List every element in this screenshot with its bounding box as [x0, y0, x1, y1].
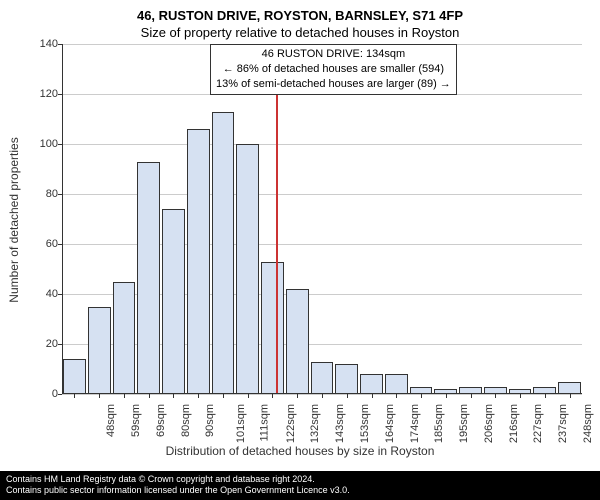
x-tick-label: 59sqm — [130, 404, 142, 437]
x-tick-label: 237sqm — [557, 404, 569, 443]
annotation-line: 46 RUSTON DRIVE: 134sqm — [216, 47, 451, 62]
chart-title: 46, RUSTON DRIVE, ROYSTON, BARNSLEY, S71… — [0, 0, 600, 23]
annotation-line: 13% of semi-detached houses are larger (… — [216, 77, 451, 92]
x-tick-label: 185sqm — [433, 404, 445, 443]
chart-subtitle: Size of property relative to detached ho… — [0, 23, 600, 40]
x-tick-mark — [272, 394, 273, 398]
property-marker-line — [276, 44, 278, 394]
histogram-bar — [261, 262, 284, 395]
histogram-bar — [63, 359, 86, 394]
x-tick-mark — [520, 394, 521, 398]
x-tick-mark — [322, 394, 323, 398]
x-tick-label: 206sqm — [483, 404, 495, 443]
x-tick-label: 122sqm — [285, 404, 297, 443]
y-tick-label: 80 — [46, 188, 58, 200]
histogram-bar — [385, 374, 408, 394]
gridline — [62, 144, 582, 145]
histogram-bar — [286, 289, 309, 394]
x-tick-mark — [372, 394, 373, 398]
x-axis-label: Distribution of detached houses by size … — [0, 444, 600, 458]
x-tick-mark — [421, 394, 422, 398]
histogram-bar — [335, 364, 358, 394]
y-tick-label: 20 — [46, 338, 58, 350]
x-tick-label: 101sqm — [235, 404, 247, 443]
chart-container: 46, RUSTON DRIVE, ROYSTON, BARNSLEY, S71… — [0, 0, 600, 500]
y-tick-label: 60 — [46, 238, 58, 250]
y-tick-label: 100 — [40, 138, 58, 150]
histogram-bar — [311, 362, 334, 395]
x-tick-label: 111sqm — [258, 404, 270, 442]
x-tick-mark — [149, 394, 150, 398]
x-tick-label: 90sqm — [204, 404, 216, 437]
footer: Contains HM Land Registry data © Crown c… — [0, 471, 600, 500]
y-axis-line — [62, 44, 63, 394]
y-tick-mark — [58, 394, 62, 395]
x-tick-mark — [396, 394, 397, 398]
x-tick-mark — [74, 394, 75, 398]
x-tick-mark — [248, 394, 249, 398]
histogram-bar — [88, 307, 111, 395]
histogram-bar — [212, 112, 235, 395]
y-axis-label: Number of detached properties — [7, 137, 21, 302]
x-tick-mark — [545, 394, 546, 398]
histogram-bar — [113, 282, 136, 395]
x-tick-label: 227sqm — [532, 404, 544, 443]
x-tick-mark — [495, 394, 496, 398]
histogram-bar — [187, 129, 210, 394]
x-tick-mark — [347, 394, 348, 398]
x-tick-mark — [173, 394, 174, 398]
plot-area — [62, 44, 582, 394]
x-tick-mark — [297, 394, 298, 398]
x-tick-mark — [198, 394, 199, 398]
x-tick-mark — [223, 394, 224, 398]
x-tick-mark — [570, 394, 571, 398]
x-axis-line — [62, 393, 582, 394]
x-tick-label: 216sqm — [508, 404, 520, 443]
x-tick-label: 174sqm — [409, 404, 421, 443]
x-tick-label: 48sqm — [105, 404, 117, 437]
x-tick-mark — [124, 394, 125, 398]
x-tick-label: 164sqm — [384, 404, 396, 443]
x-tick-mark — [99, 394, 100, 398]
footer-line: Contains public sector information licen… — [6, 485, 594, 497]
annotation-box: 46 RUSTON DRIVE: 134sqm ← 86% of detache… — [210, 44, 457, 95]
x-tick-label: 132sqm — [310, 404, 322, 443]
histogram-bar — [162, 209, 185, 394]
histogram-bar — [137, 162, 160, 395]
histogram-bar — [236, 144, 259, 394]
x-tick-label: 153sqm — [359, 404, 371, 443]
x-tick-label: 143sqm — [334, 404, 346, 443]
y-tick-label: 120 — [40, 88, 58, 100]
footer-line: Contains HM Land Registry data © Crown c… — [6, 474, 594, 486]
annotation-line: ← 86% of detached houses are smaller (59… — [216, 62, 451, 77]
y-tick-label: 140 — [40, 38, 58, 50]
x-tick-label: 69sqm — [155, 404, 167, 437]
x-tick-mark — [471, 394, 472, 398]
y-tick-label: 40 — [46, 288, 58, 300]
x-tick-mark — [446, 394, 447, 398]
x-tick-label: 195sqm — [458, 404, 470, 443]
x-tick-label: 248sqm — [582, 404, 594, 443]
x-tick-label: 80sqm — [180, 404, 192, 437]
histogram-bar — [360, 374, 383, 394]
